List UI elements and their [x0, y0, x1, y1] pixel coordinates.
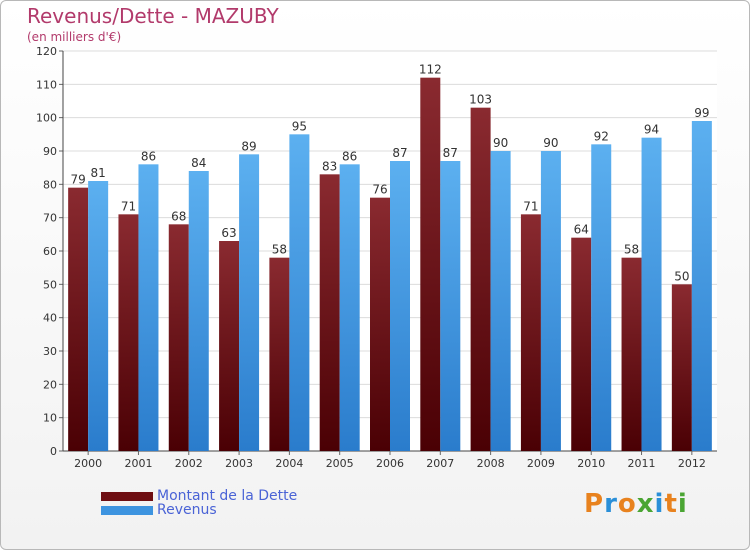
legend-swatch-dette — [101, 492, 153, 501]
y-tick-label: 50 — [43, 278, 57, 291]
bar-revenus — [390, 161, 410, 451]
bar-dette — [68, 187, 89, 451]
data-label: 112 — [419, 63, 442, 77]
logo-letter: o — [617, 489, 637, 519]
bar-revenus — [591, 144, 612, 452]
x-tick-label: 2006 — [376, 457, 404, 470]
logo-letter: P — [584, 489, 605, 519]
data-label: 90 — [493, 136, 508, 150]
x-tick-label: 2008 — [477, 457, 505, 470]
chart-title: Revenus/Dette - MAZUBY — [27, 4, 279, 28]
bar-revenus — [239, 154, 260, 452]
logo-letter: i — [654, 489, 665, 519]
data-label: 92 — [594, 129, 609, 143]
bar-dette — [168, 224, 189, 451]
chart-subtitle: (en milliers d'€) — [27, 30, 122, 44]
y-tick-label: 40 — [43, 312, 57, 325]
x-tick-label: 2002 — [175, 457, 203, 470]
data-label: 71 — [523, 199, 538, 213]
legend-label-dette: Montant de la Dette — [157, 488, 298, 504]
data-label: 94 — [644, 123, 659, 137]
data-label: 64 — [574, 223, 589, 237]
x-tick-label: 2003 — [225, 457, 253, 470]
x-tick-label: 2001 — [124, 457, 152, 470]
data-label: 87 — [443, 146, 458, 160]
bar-dette — [219, 241, 240, 451]
data-label: 83 — [322, 159, 337, 173]
bar-revenus — [440, 161, 461, 451]
legend-swatch-revenus — [101, 506, 153, 515]
data-label: 90 — [543, 136, 558, 150]
bar-revenus — [641, 137, 662, 451]
data-label: 63 — [221, 226, 236, 240]
x-tick-label: 2004 — [275, 457, 303, 470]
data-label: 81 — [91, 166, 106, 180]
y-tick-label: 60 — [43, 245, 57, 258]
data-label: 87 — [392, 146, 407, 160]
logo-letter: r — [604, 489, 618, 519]
bar-dette — [470, 107, 491, 452]
bar-dette — [319, 174, 340, 452]
bar-dette — [269, 257, 290, 451]
bar-revenus — [540, 151, 561, 451]
data-label: 99 — [694, 106, 709, 120]
logo-letter: x — [636, 489, 655, 519]
bar-dette — [420, 77, 441, 452]
y-tick-label: 120 — [36, 45, 57, 58]
y-tick-label: 0 — [50, 445, 57, 458]
bar-revenus — [138, 164, 159, 452]
logo-letter: t — [664, 489, 678, 519]
x-tick-label: 2009 — [527, 457, 555, 470]
x-tick-label: 2011 — [628, 457, 656, 470]
data-label: 58 — [624, 243, 639, 257]
bar-dette — [370, 197, 390, 451]
y-tick-label: 70 — [43, 212, 57, 225]
data-label: 103 — [469, 93, 492, 107]
bar-dette — [118, 214, 139, 451]
data-label: 84 — [191, 156, 206, 170]
x-tick-label: 2010 — [577, 457, 605, 470]
data-label: 86 — [141, 149, 156, 163]
y-tick-label: 90 — [43, 145, 57, 158]
bar-revenus — [339, 164, 360, 452]
bar-dette — [571, 237, 592, 451]
y-tick-label: 30 — [43, 345, 57, 358]
bar-revenus — [691, 121, 712, 451]
bar-dette — [520, 214, 541, 451]
bar-revenus — [188, 171, 209, 451]
data-label: 79 — [71, 173, 86, 187]
x-tick-label: 2007 — [426, 457, 454, 470]
x-tick-label: 2000 — [74, 457, 102, 470]
proxiti-logo: Proxiti — [584, 489, 688, 519]
data-label: 58 — [272, 243, 287, 257]
bar-revenus — [88, 181, 109, 451]
bar-dette — [671, 284, 692, 451]
legend-label-revenus: Revenus — [157, 502, 217, 518]
data-label: 68 — [171, 209, 186, 223]
bar-dette — [621, 257, 642, 451]
data-label: 50 — [674, 269, 689, 283]
y-tick-label: 100 — [36, 112, 57, 125]
bar-revenus — [490, 151, 511, 451]
data-label: 95 — [292, 119, 307, 133]
y-tick-label: 10 — [43, 412, 57, 425]
y-tick-label: 110 — [36, 78, 57, 91]
y-tick-label: 80 — [43, 178, 57, 191]
data-label: 71 — [121, 199, 136, 213]
y-tick-label: 20 — [43, 378, 57, 391]
bar-revenus — [289, 134, 310, 452]
data-label: 86 — [342, 149, 357, 163]
data-label: 89 — [241, 139, 256, 153]
data-label: 76 — [372, 183, 387, 197]
logo-letter: i — [677, 489, 688, 519]
x-tick-label: 2012 — [678, 457, 706, 470]
x-tick-label: 2005 — [326, 457, 354, 470]
